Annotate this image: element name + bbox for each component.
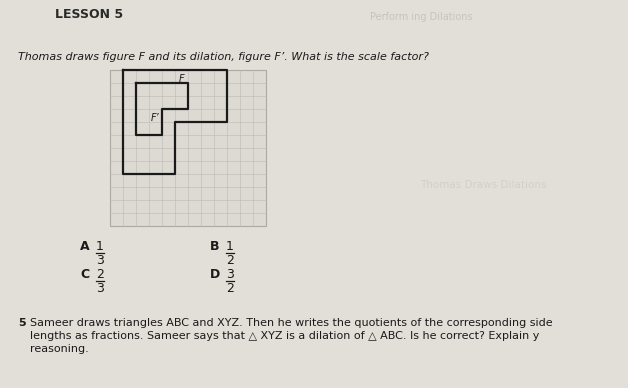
- Text: B: B: [210, 240, 220, 253]
- Text: 2: 2: [96, 268, 104, 281]
- Text: Thomas draws figure F and its dilation, figure F’. What is the scale factor?: Thomas draws figure F and its dilation, …: [18, 52, 429, 62]
- Text: 2: 2: [226, 282, 234, 295]
- Text: D: D: [210, 268, 220, 281]
- Text: C: C: [80, 268, 89, 281]
- Text: 3: 3: [96, 282, 104, 295]
- Text: A: A: [80, 240, 90, 253]
- Text: 1: 1: [96, 240, 104, 253]
- Text: 1: 1: [226, 240, 234, 253]
- Text: 2: 2: [226, 254, 234, 267]
- Text: lengths as fractions. Sameer says that △ XYZ is a dilation of △ ABC. Is he corre: lengths as fractions. Sameer says that △…: [30, 331, 539, 341]
- Text: 5: 5: [18, 318, 26, 328]
- Bar: [110, 70, 266, 226]
- Text: Thomas Draws Dilations: Thomas Draws Dilations: [420, 180, 546, 190]
- Text: F: F: [179, 74, 184, 84]
- Text: F’: F’: [151, 113, 160, 123]
- Text: 3: 3: [96, 254, 104, 267]
- Text: Perform ing Dilations: Perform ing Dilations: [370, 12, 473, 22]
- Text: Sameer draws triangles ABC and XYZ. Then he writes the quotients of the correspo: Sameer draws triangles ABC and XYZ. Then…: [30, 318, 553, 328]
- Text: 3: 3: [226, 268, 234, 281]
- Text: reasoning.: reasoning.: [30, 344, 89, 354]
- Text: LESSON 5: LESSON 5: [55, 8, 123, 21]
